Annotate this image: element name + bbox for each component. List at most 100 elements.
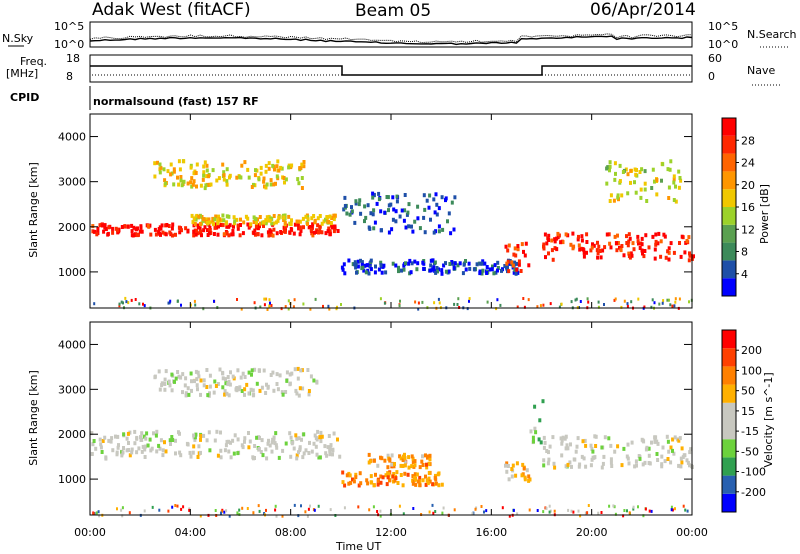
heatmap-cell (545, 449, 549, 453)
heatmap-cell (480, 271, 484, 276)
heatmap-cell (669, 445, 673, 450)
heatmap-noise-cell (614, 512, 617, 516)
heatmap-cell (99, 445, 103, 450)
heatmap-cell (629, 168, 633, 173)
heatmap-cell (200, 233, 203, 238)
heatmap-cell (423, 207, 427, 212)
heatmap-cell (599, 255, 603, 260)
heatmap-cell (627, 461, 631, 466)
heatmap-cell (354, 472, 358, 477)
heatmap-cell (365, 478, 369, 483)
heatmap-cell (268, 218, 272, 223)
heatmap-cell (403, 460, 407, 465)
heatmap-cell (207, 174, 211, 179)
colorbar-segment (722, 384, 736, 403)
heatmap-cell (395, 194, 399, 199)
heatmap-cell (300, 368, 304, 373)
heatmap-noise-cell (236, 298, 238, 301)
colorbar-segment (722, 189, 736, 207)
nave-label: Nave (747, 64, 775, 77)
heatmap-cell (205, 174, 209, 179)
heatmap-cell (520, 242, 524, 247)
heatmap-cell (365, 263, 369, 268)
heatmap-noise-cell (402, 512, 405, 516)
heatmap-cell (247, 445, 251, 450)
heatmap-cell (608, 199, 612, 203)
heatmap-noise-cell (128, 511, 131, 515)
heatmap-cell (679, 456, 683, 461)
heatmap-cell (640, 236, 644, 241)
heatmap-noise-cell (673, 304, 676, 308)
heatmap-noise-cell (658, 302, 661, 306)
heatmap-cell (228, 223, 232, 228)
heatmap-cell (542, 242, 546, 247)
heatmap-cell (266, 441, 270, 446)
x-tick-label: 08:00 (275, 526, 307, 539)
heatmap-cell (127, 441, 130, 445)
heatmap-cell (342, 262, 346, 267)
heatmap-cell (264, 221, 268, 226)
heatmap-noise-cell (121, 514, 124, 518)
heatmap-cell (500, 268, 503, 273)
heatmap-cell (399, 473, 403, 477)
heatmap-cell (368, 264, 372, 269)
heatmap-cell (221, 376, 225, 381)
heatmap-cell (392, 464, 396, 469)
heatmap-cell (354, 475, 358, 480)
heatmap-cell (672, 174, 676, 179)
heatmap-cell (681, 455, 685, 460)
heatmap-cell (577, 234, 580, 239)
heatmap-cell (672, 451, 676, 456)
heatmap-cell (254, 168, 257, 173)
heatmap-noise-cell (238, 512, 241, 516)
heatmap-cell (154, 232, 158, 237)
heatmap-cell (406, 210, 410, 215)
heatmap-cell (436, 269, 439, 274)
heatmap-noise-cell (329, 508, 332, 512)
heatmap-noise-cell (220, 510, 223, 514)
heatmap-cell (655, 177, 659, 182)
heatmap-noise-cell (238, 508, 241, 512)
heatmap-cell (651, 234, 655, 239)
heatmap-cell (589, 443, 593, 448)
heatmap-cell (117, 443, 120, 448)
heatmap-cell (506, 248, 510, 253)
heatmap-cell (203, 186, 207, 191)
heatmap-cell (130, 450, 134, 455)
heatmap-noise-cell (399, 299, 401, 303)
heatmap-cell (156, 160, 159, 165)
heatmap-cell (659, 239, 663, 244)
heatmap-cell (348, 212, 352, 217)
heatmap-cell (496, 268, 499, 273)
colorbar-segment (722, 366, 736, 385)
heatmap-cell (654, 239, 658, 244)
heatmap-cell (671, 437, 675, 442)
heatmap-cell (553, 239, 557, 244)
heatmap-cell (206, 228, 209, 233)
heatmap-cell (483, 261, 487, 266)
heatmap-cell (289, 227, 293, 231)
heatmap-cell (243, 160, 247, 165)
heatmap-cell (479, 261, 483, 266)
heatmap-cell (584, 464, 588, 469)
heatmap-cell (260, 438, 264, 443)
heatmap-noise-cell (379, 514, 382, 518)
heatmap-cell (505, 469, 509, 474)
heatmap-cell (635, 463, 638, 468)
heatmap-cell (213, 225, 217, 230)
heatmap-cell (190, 176, 194, 181)
heatmap-cell (196, 370, 200, 375)
heatmap-cell (326, 229, 330, 234)
heatmap-cell (192, 433, 196, 438)
heatmap-cell (296, 366, 300, 371)
heatmap-cell (342, 207, 346, 212)
y-tick-label: 3000 (58, 383, 86, 396)
heatmap-cell (566, 446, 570, 451)
heatmap-cell (468, 266, 472, 271)
heatmap-cell (381, 475, 385, 480)
heatmap-cell (639, 187, 643, 192)
heatmap-cell (140, 449, 144, 454)
heatmap-cell (98, 223, 102, 228)
heatmap-cell (192, 216, 196, 221)
